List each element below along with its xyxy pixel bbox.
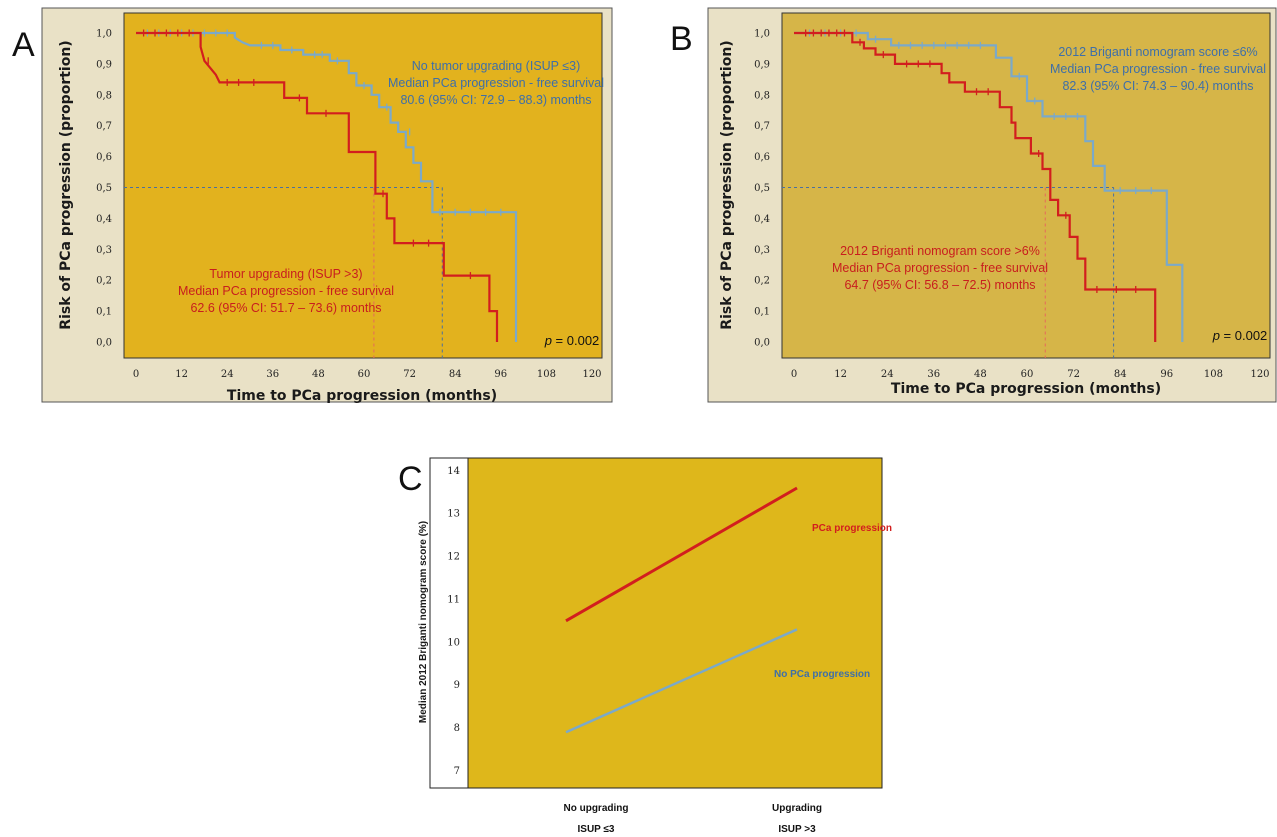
panel-c-category-sublabel: ISUP ≤3: [578, 824, 615, 835]
panel-a-red-survival-curve: [136, 31, 499, 342]
panel-b-ytick-label: 0,6: [754, 152, 770, 163]
panel-b-ytick-label: 0,7: [754, 121, 770, 132]
panel-a-xtick-label: 60: [358, 369, 371, 380]
panel-a-xtick-label: 12: [175, 369, 188, 380]
panel-b-ytick-label: 0,1: [754, 307, 770, 318]
panel-b-xtick-label: 0: [791, 369, 797, 380]
panel-a-xtick-label: 108: [537, 369, 556, 380]
panel-b-xtick-label: 48: [974, 369, 987, 380]
panel-a-ytick-label: 0,5: [96, 183, 112, 194]
panel-a-p-symbol: p: [544, 333, 552, 348]
panel-a-ylabel: Risk of PCa progression (proportion): [58, 40, 74, 329]
panel-label-c: C: [398, 460, 423, 498]
panel-b-xtick-label: 84: [1114, 369, 1127, 380]
panel-a-p-value: p = 0.002: [544, 333, 600, 348]
panel-label-b: B: [670, 20, 693, 58]
panel-a-ytick-label: 0,8: [96, 90, 112, 101]
panel-c-category-label: No upgrading: [564, 803, 629, 814]
panel-b-p-value: p = 0.002: [1212, 328, 1268, 343]
panel-b-ytick-label: 0,4: [754, 214, 770, 225]
panel-b-ytick-label: 0,8: [754, 90, 770, 101]
panel-c-ytick-label: 12: [447, 552, 460, 563]
panel-a-plot-area: [123, 12, 603, 359]
panel-b-red-survival-curve: [794, 31, 1157, 342]
panel-c-ylabel: Median 2012 Briganti nomogram score (%): [418, 521, 429, 723]
panel-c-series-label-red: PCa progression: [812, 523, 892, 534]
panel-b-ytick-label: 0,9: [754, 59, 770, 70]
panel-a-ytick-label: 0,9: [96, 59, 112, 70]
panel-c-ytick-label: 11: [447, 594, 460, 605]
panel-c-ytick-label: 9: [454, 680, 460, 691]
panel-a-p-value-text: = 0.002: [552, 333, 599, 348]
panel-b-annotation-blue: 2012 Briganti nomogram score ≤6%: [1058, 45, 1257, 59]
panel-b-xtick-label: 12: [834, 369, 847, 380]
panel-a-blue-survival-curve: [136, 31, 518, 342]
panel-a-annotation-blue: 80.6 (95% CI: 72.9 – 88.3) months: [400, 93, 591, 107]
panel-b-xtick-label: 108: [1204, 369, 1223, 380]
panel-a-annotation-red: 62.6 (95% CI: 51.7 – 73.6) months: [190, 301, 381, 315]
panel-a-annotation-red: Median PCa progression - free survival: [178, 284, 394, 298]
panel-b-annotation-red: 2012 Briganti nomogram score >6%: [840, 244, 1040, 258]
panel-a-xtick-label: 96: [494, 369, 507, 380]
panel-a-ytick-label: 0,3: [96, 245, 112, 256]
panel-a-ytick-label: 0,6: [96, 152, 112, 163]
panel-b-ytick-label: 1,0: [754, 29, 770, 40]
panel-a-ytick-label: 0,4: [96, 214, 112, 225]
panel-a-ytick-label: 1,0: [96, 29, 112, 40]
panel-b-xtick-label: 72: [1067, 369, 1080, 380]
panel-b-xtick-label: 24: [881, 369, 894, 380]
panel-b-ylabel: Risk of PCa progression (proportion): [719, 40, 735, 329]
panel-a-annotation-blue: No tumor upgrading (ISUP ≤3): [412, 59, 581, 73]
panel-a-ytick-label: 0,1: [96, 307, 112, 318]
panel-c-plot-area: [467, 457, 883, 789]
panel-a-xlabel: Time to PCa progression (months): [227, 388, 497, 404]
panel-a-xtick-label: 36: [266, 369, 279, 380]
panel-b-xtick-label: 120: [1250, 369, 1269, 380]
panel-b-annotation-blue: Median PCa progression - free survival: [1050, 62, 1266, 76]
panel-b-xtick-label: 60: [1021, 369, 1034, 380]
panel-b-annotation-red: Median PCa progression - free survival: [832, 261, 1048, 275]
panel-c-ytick-label: 10: [447, 637, 460, 648]
panel-c-ytick-label: 8: [454, 723, 460, 734]
panel-a-xtick-label: 24: [221, 369, 234, 380]
panel-b-ytick-label: 0,3: [754, 245, 770, 256]
panel-c-red-line: [565, 486, 798, 623]
panel-c-category-sublabel: ISUP >3: [778, 824, 816, 835]
panel-a-annotation-blue: Median PCa progression - free survival: [388, 76, 604, 90]
panel-c-ytick-label: 14: [447, 466, 460, 477]
panel-a-xtick-label: 0: [133, 369, 139, 380]
panel-c-ytick-label: 13: [447, 509, 460, 520]
panel-b-p-symbol: p: [1212, 328, 1220, 343]
panel-a-ytick-label: 0,2: [96, 276, 112, 287]
panel-b-ytick-label: 0,5: [754, 183, 770, 194]
panel-b-annotation-blue: 82.3 (95% CI: 74.3 – 90.4) months: [1062, 79, 1253, 93]
panel-b-p-value-text: = 0.002: [1220, 328, 1267, 343]
panel-c-category-label: Upgrading: [772, 803, 822, 814]
panel-a-xtick-label: 48: [312, 369, 325, 380]
panel-b-blue-survival-curve: [794, 31, 1184, 342]
panel-a-xtick-label: 72: [403, 369, 416, 380]
panel-b-xlabel: Time to PCa progression (months): [891, 381, 1161, 397]
panel-b-ytick-label: 0,2: [754, 276, 770, 287]
panel-a-ytick-label: 0,0: [96, 338, 112, 349]
panel-c-blue-line: [565, 628, 798, 734]
panel-c-ytick-label: 7: [454, 766, 460, 777]
panel-a-annotation-red: Tumor upgrading (ISUP >3): [209, 267, 362, 281]
panel-label-a: A: [12, 26, 35, 64]
panel-a-xtick-label: 84: [449, 369, 462, 380]
panel-b-xtick-label: 96: [1160, 369, 1173, 380]
panel-b-ytick-label: 0,0: [754, 338, 770, 349]
panel-c-series-label-blue: No PCa progression: [774, 669, 870, 680]
panel-b-plot-area: [781, 12, 1271, 359]
panel-a-xtick-label: 120: [582, 369, 601, 380]
panel-a-ytick-label: 0,7: [96, 121, 112, 132]
panel-b-annotation-red: 64.7 (95% CI: 56.8 – 72.5) months: [844, 278, 1035, 292]
panel-b-xtick-label: 36: [927, 369, 940, 380]
